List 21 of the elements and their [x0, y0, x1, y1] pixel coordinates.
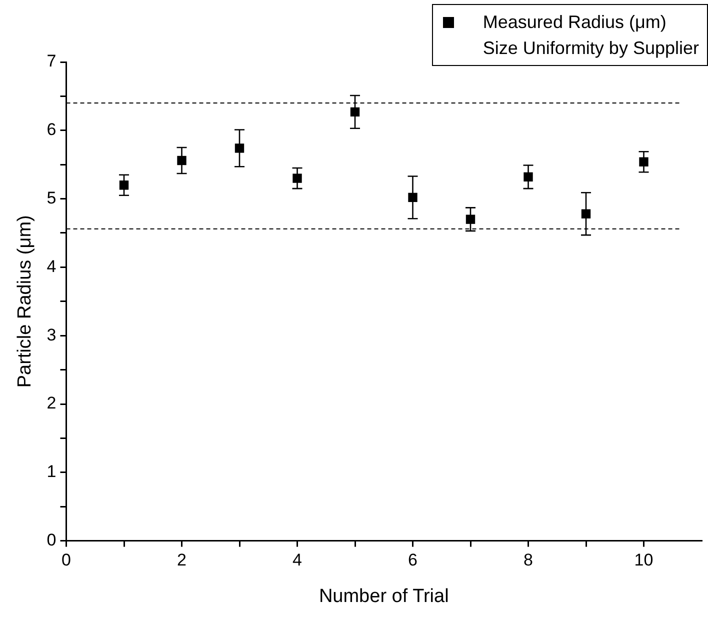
x-axis-title: Number of Trial — [318, 586, 449, 607]
y-tick-label: 2 — [46, 394, 56, 413]
legend-label: Measured Radius (μm) — [482, 11, 666, 34]
y-tick-label: 5 — [46, 188, 56, 208]
y-axis-title: Particle Radius (μm) — [14, 215, 36, 388]
y-tick-label: 4 — [46, 256, 56, 276]
x-tick-label: 6 — [408, 550, 418, 570]
point — [466, 214, 476, 224]
y-tick-label: 1 — [46, 462, 56, 482]
ref-line-label: Size Uniformity by Supplier — [482, 37, 699, 60]
x-tick-label: 10 — [634, 550, 654, 570]
y-tick-label: 6 — [46, 120, 56, 140]
point — [234, 144, 244, 153]
y-tick-label: 3 — [46, 325, 56, 344]
y-tick-label: 0 — [46, 530, 56, 550]
point — [292, 174, 302, 183]
y-tick-label: 7 — [46, 52, 56, 71]
x-tick-label: 0 — [62, 550, 71, 570]
x-tick-label: 2 — [177, 550, 186, 570]
x-tick-label: 8 — [524, 550, 533, 570]
x-tick-label: 4 — [292, 550, 302, 570]
